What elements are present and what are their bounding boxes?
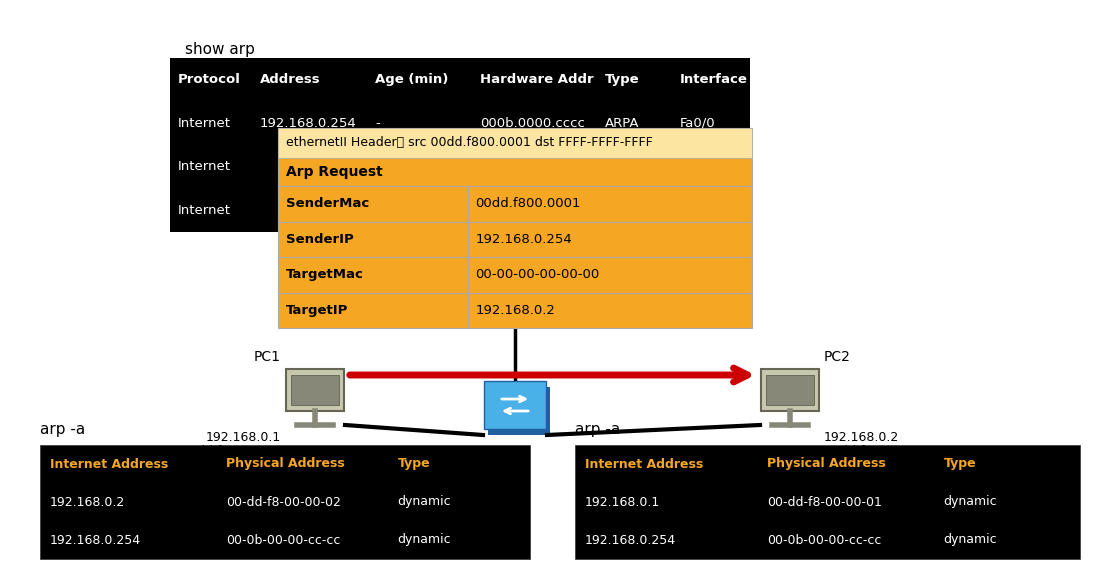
Bar <box>286 369 344 411</box>
Text: 00dd.f800.0001: 00dd.f800.0001 <box>476 197 581 210</box>
Text: Fa0/0: Fa0/0 <box>680 204 716 217</box>
Bar <box>170 58 750 232</box>
Text: Fa0/0: Fa0/0 <box>680 160 716 173</box>
Text: PC1: PC1 <box>254 350 281 364</box>
Text: 000b.0000.cccc: 000b.0000.cccc <box>480 117 585 129</box>
Text: Age (min): Age (min) <box>375 73 448 86</box>
Text: 192.168.0.1: 192.168.0.1 <box>585 495 661 508</box>
Text: 192.168.0.2: 192.168.0.2 <box>50 495 125 508</box>
Text: 192.168.0.254: 192.168.0.254 <box>50 534 141 547</box>
Text: Physical Address: Physical Address <box>767 458 886 471</box>
Text: 192.168.0.254: 192.168.0.254 <box>585 534 676 547</box>
Bar <box>766 375 814 405</box>
Text: 192.168.0.1: 192.168.0.1 <box>206 431 281 444</box>
Text: Address: Address <box>260 73 320 86</box>
Bar <box>278 128 752 158</box>
Text: 192.168.0.254: 192.168.0.254 <box>260 117 357 129</box>
Text: dynamic: dynamic <box>944 495 997 508</box>
Text: Type: Type <box>944 458 977 471</box>
Text: Interface: Interface <box>680 73 748 86</box>
Bar <box>291 375 339 405</box>
Bar <box>575 445 1080 559</box>
Bar <box>278 128 752 328</box>
Bar <box>484 381 547 429</box>
Bar <box>40 445 530 559</box>
Text: show arp: show arp <box>185 42 255 57</box>
Text: Internet: Internet <box>178 117 231 129</box>
Text: ARPA: ARPA <box>605 117 640 129</box>
Text: 00-0b-00-00-cc-cc: 00-0b-00-00-cc-cc <box>226 534 340 547</box>
Text: Type: Type <box>605 73 640 86</box>
Text: 00dd.f800.0001: 00dd.f800.0001 <box>180 445 281 458</box>
Bar <box>488 387 550 435</box>
Text: Fa0/0: Fa0/0 <box>680 117 716 129</box>
Text: Physical Address: Physical Address <box>226 458 345 471</box>
Text: 00-0b-00-00-cc-cc: 00-0b-00-00-cc-cc <box>767 534 881 547</box>
Text: 00-00-00-00-00-00: 00-00-00-00-00-00 <box>476 268 600 282</box>
Text: Type: Type <box>398 458 430 471</box>
Text: Hardware Addr: Hardware Addr <box>480 73 594 86</box>
Text: 00-dd-f8-00-00-02: 00-dd-f8-00-00-02 <box>226 495 342 508</box>
Text: 192.168.0.2: 192.168.0.2 <box>824 431 899 444</box>
Text: 192.168.0.254: 192.168.0.254 <box>476 233 572 246</box>
Text: SenderIP: SenderIP <box>286 233 354 246</box>
Text: 192.168.0.2: 192.168.0.2 <box>476 304 556 317</box>
Bar <box>760 369 819 411</box>
Text: Protocol: Protocol <box>178 73 241 86</box>
Text: Internet Address: Internet Address <box>585 458 703 471</box>
Text: 00dd.f800.0002: 00dd.f800.0002 <box>824 445 924 458</box>
Text: arp -a: arp -a <box>40 422 85 437</box>
Text: 00-dd-f8-00-00-01: 00-dd-f8-00-00-01 <box>767 495 881 508</box>
Text: PC2: PC2 <box>824 350 851 364</box>
Text: Internet: Internet <box>178 160 231 173</box>
Text: -: - <box>375 117 380 129</box>
Text: dynamic: dynamic <box>398 495 451 508</box>
Text: ethernetII Header， src 00dd.f800.0001 dst FFFF-FFFF-FFFF: ethernetII Header， src 00dd.f800.0001 ds… <box>286 136 653 150</box>
Text: Arp Request: Arp Request <box>286 165 383 179</box>
Text: Internet Address: Internet Address <box>50 458 168 471</box>
Text: arp -a: arp -a <box>575 422 620 437</box>
Text: dynamic: dynamic <box>944 534 997 547</box>
Text: dynamic: dynamic <box>398 534 451 547</box>
Text: SenderMac: SenderMac <box>286 197 370 210</box>
Text: TargetMac: TargetMac <box>286 268 364 282</box>
Text: Internet: Internet <box>178 204 231 217</box>
Text: TargetIP: TargetIP <box>286 304 348 317</box>
